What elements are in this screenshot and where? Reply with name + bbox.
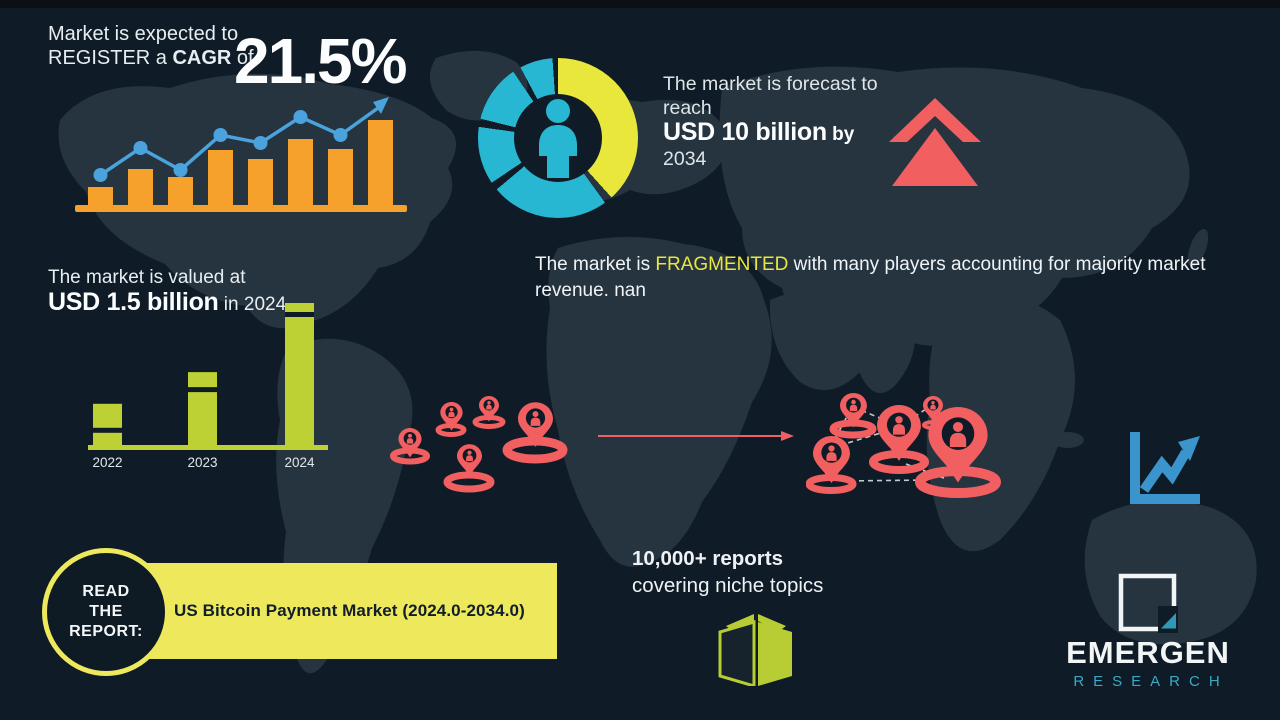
market-share-donut xyxy=(478,58,638,218)
cagr-caption-line1: Market is expected to xyxy=(48,23,239,45)
top-border-strip xyxy=(0,0,1280,8)
logo-subtitle: RESEARCH xyxy=(1073,673,1229,690)
fragmented-highlight: FRAGMENTED xyxy=(655,254,789,275)
reports-count: 10,000+ reports xyxy=(632,547,783,570)
location-pin-icon xyxy=(457,444,482,477)
person-icon xyxy=(539,99,577,178)
badge-line2: THE xyxy=(89,603,123,620)
double-up-chevron-icon xyxy=(889,98,981,186)
valuation-line1: The market is valued at xyxy=(48,267,246,288)
forecast-value-line: USD 10 billion by xyxy=(663,118,855,146)
forecast-line2: reach xyxy=(663,97,712,119)
line-chart-arrow-icon xyxy=(1130,432,1200,504)
report-banner: US Bitcoin Payment Market (2024.0-2034.0… xyxy=(100,563,557,659)
valuation-bar-chart: 2022 2023 2024 xyxy=(85,295,335,475)
cagr-caption: Market is expected to REGISTER a CAGR of xyxy=(48,22,254,70)
reports-subtitle: covering niche topics xyxy=(632,574,824,597)
valuation-caption: The market is valued at USD 1.5 billion … xyxy=(48,266,286,317)
valuation-value: USD 1.5 billion xyxy=(48,288,219,316)
bar-chart-icon: 2022 2023 2024 xyxy=(88,303,328,470)
right-arrow-icon xyxy=(598,431,794,441)
bar-line-chart-icon xyxy=(75,97,407,212)
cagr-value: 21.5% xyxy=(234,25,407,97)
report-title: US Bitcoin Payment Market (2024.0-2034.0… xyxy=(174,601,525,620)
fragmentation-statement: The market is FRAGMENTED with many playe… xyxy=(535,254,1206,301)
badge-line3: REPORT: xyxy=(69,623,143,640)
network-pins-cluster xyxy=(806,393,1001,498)
svg-text:2022: 2022 xyxy=(92,455,122,470)
cagr-trend-chart xyxy=(75,92,407,217)
forecast-caption: The market is forecast to reach USD 10 b… xyxy=(663,72,903,171)
logo-name: EMERGEN xyxy=(1066,635,1230,670)
reports-blurb: 10,000+ reports covering niche topics xyxy=(632,545,823,599)
open-book-icon xyxy=(718,614,792,686)
forecast-value: USD 10 billion xyxy=(663,118,827,146)
players-pins-cluster xyxy=(390,396,568,493)
forecast-year: 2034 xyxy=(663,148,707,170)
cagr-caption-line2: REGISTER a CAGR of xyxy=(48,47,254,69)
svg-text:2023: 2023 xyxy=(187,455,217,470)
svg-text:2024: 2024 xyxy=(284,455,315,470)
read-report-badge: READ THE REPORT: xyxy=(42,548,170,676)
square-chart-logo-icon xyxy=(1118,573,1178,633)
brand-logo: EMERGEN RESEARCH xyxy=(1058,573,1238,690)
valuation-value-line: USD 1.5 billion in 2024 xyxy=(48,288,287,316)
forecast-line1: The market is forecast to xyxy=(663,73,878,95)
badge-line1: READ xyxy=(82,583,130,600)
